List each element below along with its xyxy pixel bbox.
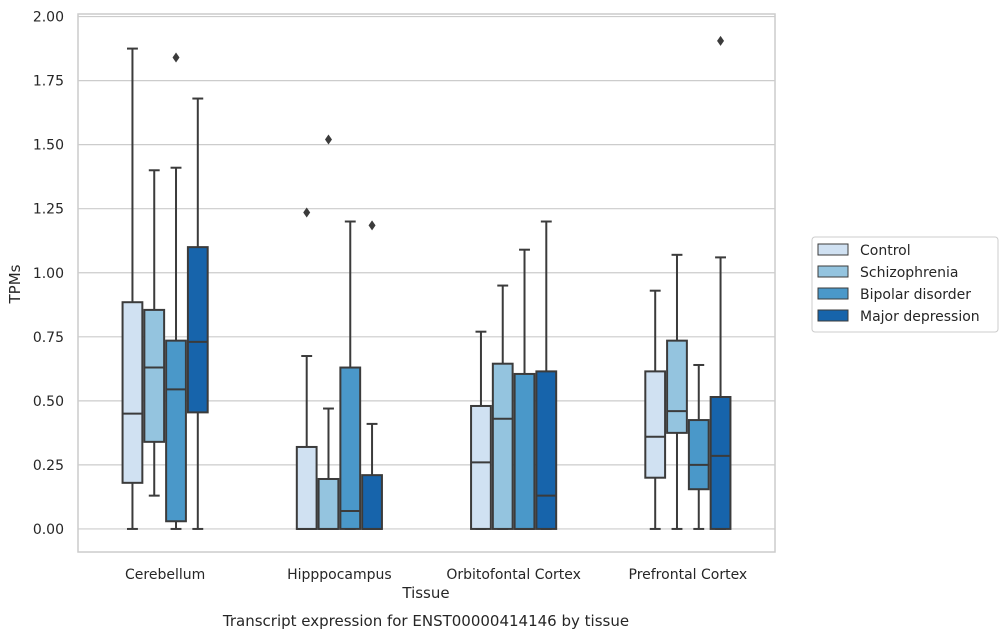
x-tick-label: Prefrontal Cortex [629, 567, 748, 583]
box [339, 366, 362, 530]
legend-items: Control Schizophrenia Bipolar disorder Majo… [817, 243, 980, 325]
x-tick-label: Hipppocampus [287, 567, 392, 583]
x-axis-ticks: Cerebellum Hipppocampus Orbitofontal Corte… [125, 567, 747, 583]
box [121, 301, 144, 484]
box [165, 339, 187, 523]
y-axis-label: TPMs [6, 264, 24, 304]
x-tick-label: Cerebellum [125, 567, 205, 583]
legend-swatch [817, 243, 849, 256]
box [513, 372, 536, 530]
box [644, 370, 667, 479]
outlier-point [368, 220, 376, 231]
box [361, 474, 383, 530]
y-axis-ticks: 0.00 0.25 0.50 0.75 1.00 1.25 1.50 1.75 2.00 [33, 10, 64, 538]
outlier-point [717, 35, 725, 46]
legend-label: Major depression [860, 309, 980, 325]
box [295, 445, 318, 530]
y-tick-label: 0.25 [33, 458, 64, 474]
box-group [295, 207, 318, 530]
box-group [317, 134, 340, 530]
box [470, 404, 492, 530]
y-tick-label: 1.25 [33, 202, 64, 218]
box [317, 477, 340, 530]
y-tick-label: 1.50 [33, 138, 64, 154]
outlier-point [172, 52, 180, 63]
legend-swatch [817, 309, 849, 322]
box [687, 419, 710, 491]
chart-caption: Transcript expression for ENST0000041414… [222, 612, 629, 630]
box [143, 308, 166, 443]
box [666, 339, 688, 434]
legend-swatch [817, 265, 849, 278]
box-group [491, 284, 514, 530]
box-group [644, 289, 667, 530]
y-tick-label: 0.75 [33, 330, 64, 346]
x-axis-label: Tissue [401, 584, 449, 602]
y-tick-label: 0.50 [33, 394, 64, 410]
legend-frame [811, 236, 999, 333]
box-group [470, 330, 492, 530]
y-tick-label: 2.00 [33, 10, 64, 26]
y-tick-label: 0.00 [33, 522, 64, 538]
outlier-point [303, 207, 311, 218]
box [709, 396, 732, 530]
box-group [165, 52, 187, 530]
box-group [186, 97, 209, 530]
y-tick-label: 1.00 [33, 266, 64, 282]
box-group [121, 47, 144, 530]
box-group [666, 253, 688, 530]
box [535, 370, 558, 530]
legend-label: Bipolar disorder [860, 287, 971, 303]
y-tick-label: 1.75 [33, 74, 64, 90]
box-group [339, 220, 362, 530]
box-plots [121, 35, 732, 530]
box-group [709, 35, 732, 530]
box-group [143, 169, 166, 497]
legend-label: Schizophrenia [860, 265, 958, 281]
legend-label: Control [860, 243, 911, 259]
plot-frame [77, 13, 776, 553]
box [186, 246, 209, 414]
box-group [535, 220, 558, 530]
box-group [687, 363, 710, 530]
box-group [361, 220, 383, 530]
outlier-point [324, 134, 332, 145]
legend-swatch [817, 287, 849, 300]
box-group [513, 248, 536, 530]
legend: Control Schizophrenia Bipolar disorder Majo… [811, 236, 999, 333]
box [491, 362, 514, 530]
x-tick-label: Orbitofontal Cortex [446, 567, 581, 583]
